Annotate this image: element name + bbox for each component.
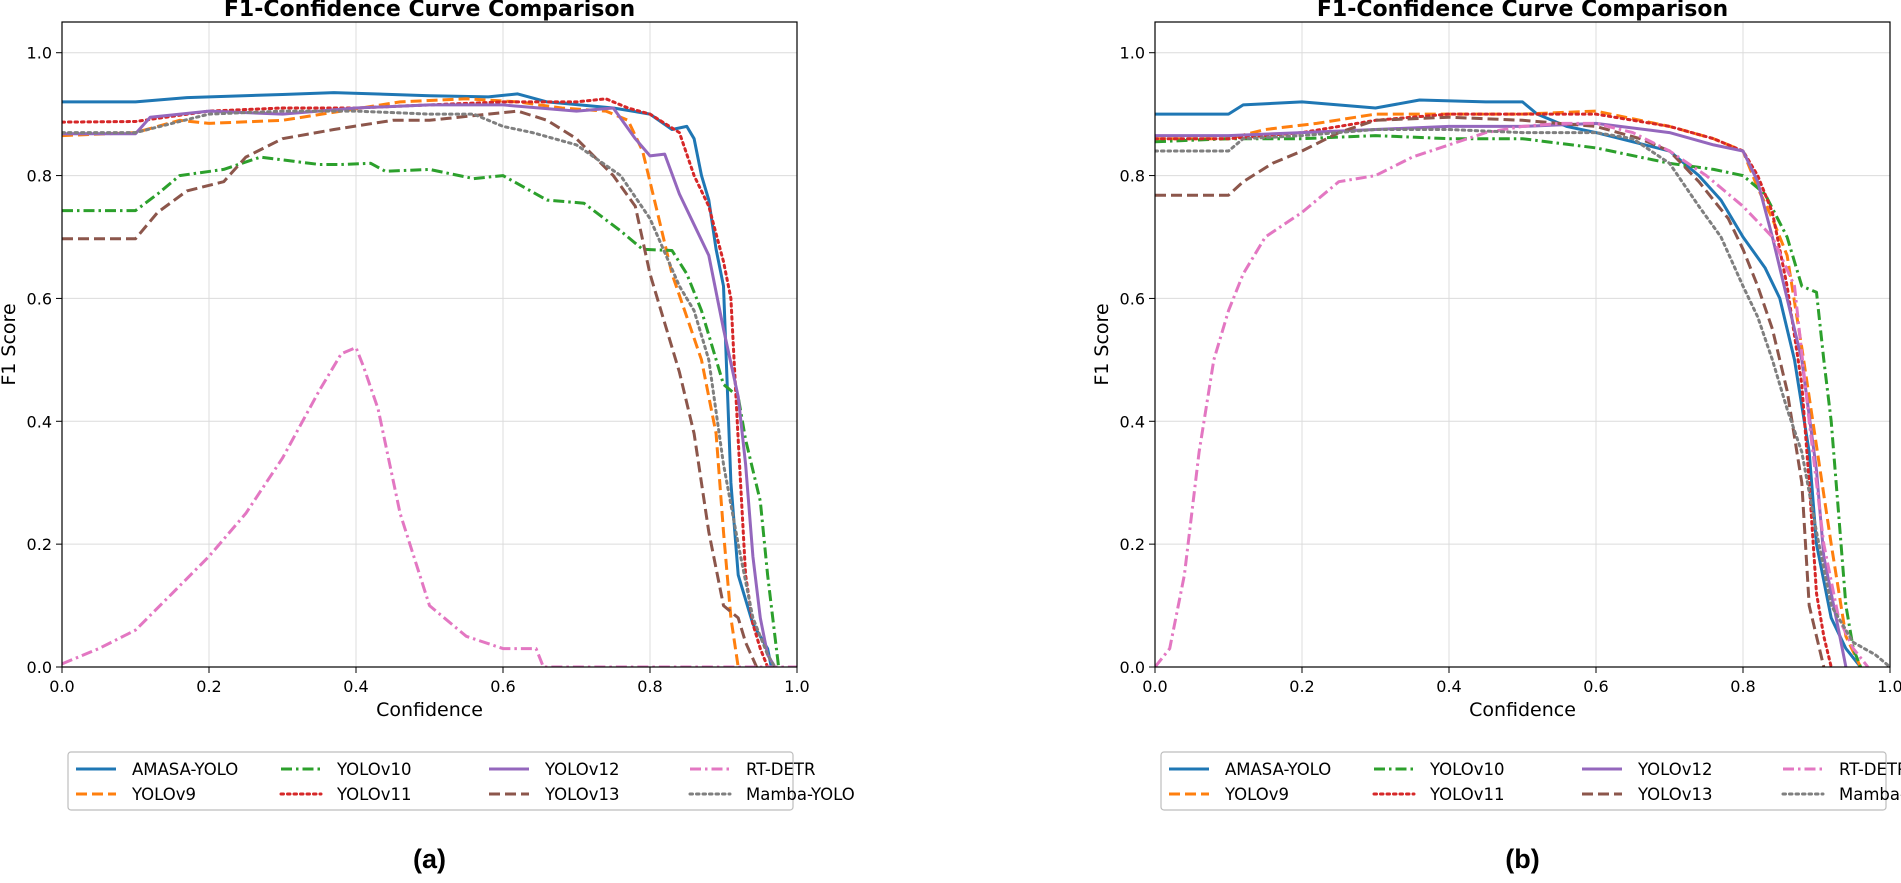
legend-item-yolov12: YOLOv12 xyxy=(489,760,620,779)
legend-label: AMASA-YOLO xyxy=(1225,760,1331,779)
series-group xyxy=(1155,98,1890,667)
legend-label: YOLOv13 xyxy=(1637,785,1713,804)
series-line-yolov10 xyxy=(1155,134,1862,667)
x-tick-label: 1.0 xyxy=(1877,677,1901,696)
axes-frame xyxy=(61,21,798,668)
legend-item-yolov11: YOLOv11 xyxy=(279,785,412,804)
x-axis-label: Confidence xyxy=(1469,699,1576,721)
legend-item-yolov9: YOLOv9 xyxy=(76,785,196,804)
x-tick-label: 1.0 xyxy=(784,677,809,696)
legend-label: RT-DETR xyxy=(1839,760,1901,779)
x-axis-label: Confidence xyxy=(376,699,483,721)
y-tick-label: 0.2 xyxy=(1120,535,1145,554)
series-group xyxy=(62,91,797,667)
legend-item-mamba-yolo: Mamba-YOLO xyxy=(1781,785,1901,804)
legend-box xyxy=(1160,751,1887,811)
y-tick-label: 0.0 xyxy=(1120,658,1145,677)
series-line-mamba-yolo xyxy=(1155,128,1890,667)
series-line-rt-detr xyxy=(62,346,797,667)
chart-title: F1-Confidence Curve Comparison xyxy=(224,0,635,22)
series-line-amasa-yolo xyxy=(1155,98,1862,667)
y-tick-label: 0.8 xyxy=(27,167,52,186)
series-line-yolov11 xyxy=(62,97,770,667)
y-axis-label: F1 Score xyxy=(1091,303,1113,385)
x-tick-label: 0.6 xyxy=(490,677,515,696)
legend-label: YOLOv11 xyxy=(1429,785,1505,804)
legend-item-yolov9: YOLOv9 xyxy=(1169,785,1289,804)
legend-label: YOLOv12 xyxy=(1637,760,1713,779)
legend-label: YOLOv9 xyxy=(131,785,196,804)
axes-frame xyxy=(1154,21,1891,668)
legend-label: AMASA-YOLO xyxy=(132,760,238,779)
plot-area xyxy=(62,22,797,667)
legend-item-yolov10: YOLOv10 xyxy=(281,760,412,779)
legend-item-rt-detr: RT-DETR xyxy=(690,760,815,779)
x-tick-label: 0.6 xyxy=(1583,677,1608,696)
legend-item-yolov13: YOLOv13 xyxy=(1582,785,1713,804)
y-tick-label: 1.0 xyxy=(1120,44,1145,63)
x-tick-label: 0.8 xyxy=(1730,677,1755,696)
y-tick-label: 0.0 xyxy=(27,658,52,677)
legend-label: Mamba-YOLO xyxy=(746,785,855,804)
plot-area xyxy=(1155,22,1890,667)
legend-item-amasa-yolo: AMASA-YOLO xyxy=(1169,760,1331,779)
legend-label: YOLOv13 xyxy=(544,785,620,804)
x-tick-label: 0.0 xyxy=(1142,677,1167,696)
legend-box xyxy=(67,751,794,811)
x-tick-label: 0.8 xyxy=(637,677,662,696)
legend-item-yolov12: YOLOv12 xyxy=(1582,760,1713,779)
legend-label: YOLOv10 xyxy=(1429,760,1505,779)
chart-panel-a: 0.0 0.2 0.4 0.6 0.8 1.0 0.0 0.2 0.4 0.6 0.8 1.0 F1-C… xyxy=(0,0,855,874)
chart-panel-b: 0.0 0.2 0.4 0.6 0.8 1.0 0.0 0.2 0.4 0.6 0.8 1.0 F1-C… xyxy=(1091,0,1901,874)
legend-item-yolov11: YOLOv11 xyxy=(1372,785,1505,804)
panel-label: (b) xyxy=(1505,844,1539,874)
legend-label: RT-DETR xyxy=(746,760,815,779)
legend: AMASA-YOLO YOLOv9 YOLOv10 YOLOv11 YOLOv12 YOL… xyxy=(67,751,855,811)
x-tick-label: 0.4 xyxy=(1436,677,1461,696)
legend-label: YOLOv10 xyxy=(336,760,412,779)
y-tick-label: 0.6 xyxy=(1120,289,1145,308)
legend: AMASA-YOLO YOLOv9 YOLOv10 YOLOv11 YOLOv12 YOL… xyxy=(1160,751,1901,811)
series-line-rt-detr xyxy=(1155,121,1870,667)
legend-label: YOLOv9 xyxy=(1224,785,1289,804)
panel-label: (a) xyxy=(413,844,446,874)
legend-item-rt-detr: RT-DETR xyxy=(1783,760,1901,779)
legend-item-yolov10: YOLOv10 xyxy=(1374,760,1505,779)
legend-item-yolov13: YOLOv13 xyxy=(489,785,620,804)
y-tick-label: 0.8 xyxy=(1120,167,1145,186)
series-line-yolov13 xyxy=(1155,115,1826,667)
y-axis-label: F1 Score xyxy=(0,303,20,385)
y-tick-label: 0.2 xyxy=(27,535,52,554)
x-tick-label: 0.0 xyxy=(49,677,74,696)
legend-label: Mamba-YOLO xyxy=(1839,785,1901,804)
series-line-yolov13 xyxy=(62,109,758,667)
legend-item-amasa-yolo: AMASA-YOLO xyxy=(76,760,238,779)
x-tick-label: 0.2 xyxy=(1289,677,1314,696)
y-tick-label: 0.6 xyxy=(27,289,52,308)
x-tick-label: 0.2 xyxy=(196,677,221,696)
x-tick-label: 0.4 xyxy=(343,677,368,696)
legend-label: YOLOv12 xyxy=(544,760,620,779)
series-line-mamba-yolo xyxy=(62,109,777,667)
series-line-yolov9 xyxy=(62,97,740,667)
legend-label: YOLOv11 xyxy=(336,785,412,804)
y-tick-label: 0.4 xyxy=(27,412,52,431)
y-tick-label: 0.4 xyxy=(1120,412,1145,431)
chart-title: F1-Confidence Curve Comparison xyxy=(1317,0,1728,22)
y-tick-label: 1.0 xyxy=(27,44,52,63)
legend-item-mamba-yolo: Mamba-YOLO xyxy=(688,785,855,804)
